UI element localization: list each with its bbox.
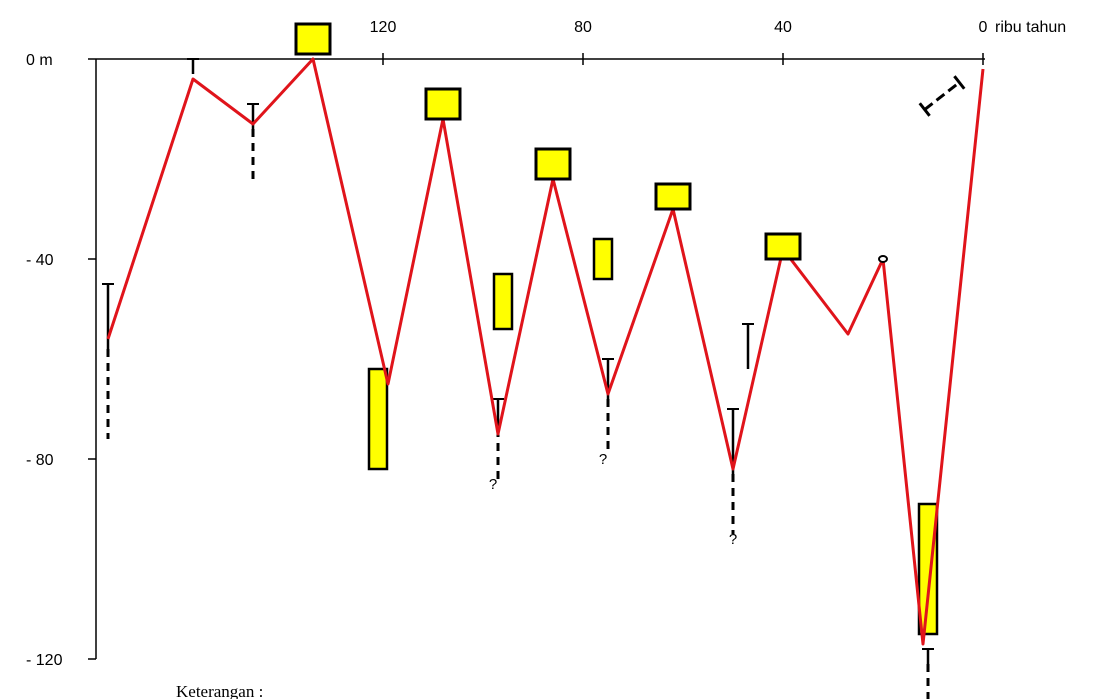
yellow-bar bbox=[592, 237, 614, 281]
yellow-box bbox=[294, 22, 332, 56]
sea-level-line bbox=[106, 57, 985, 646]
legend-title: Keterangan : bbox=[176, 682, 263, 699]
y-tick-label: - 120 bbox=[26, 652, 63, 669]
markers-back-group bbox=[102, 58, 939, 699]
x-tick-label: 40 bbox=[774, 19, 792, 36]
labels-group: 120 80 40 0 ribu tahun 0 m - 40 - 80 - 120??? bbox=[26, 19, 1066, 669]
x-tick-label: 0 bbox=[979, 19, 988, 36]
diagonal-marker-cap bbox=[918, 102, 931, 117]
diagonal-marker bbox=[918, 75, 966, 117]
x-tick-label: 120 bbox=[370, 19, 397, 36]
yellow-box bbox=[654, 182, 692, 211]
diagonal-marker-bar bbox=[923, 81, 961, 111]
y-tick-label: - 40 bbox=[26, 252, 54, 269]
x-axis-unit-label: ribu tahun bbox=[995, 19, 1066, 36]
yellow-box bbox=[764, 232, 802, 261]
x-tick-label: 80 bbox=[574, 19, 592, 36]
y-tick-label: 0 m bbox=[26, 52, 53, 69]
question-mark-label: ? bbox=[599, 451, 607, 468]
series-group bbox=[106, 57, 985, 646]
question-mark-label: ? bbox=[489, 476, 497, 493]
yellow-bar bbox=[492, 272, 514, 331]
question-mark-label: ? bbox=[729, 531, 737, 548]
yellow-bar bbox=[917, 502, 939, 636]
yellow-box bbox=[534, 147, 572, 181]
markers-front-group bbox=[294, 22, 966, 263]
diagonal-marker-cap bbox=[953, 75, 966, 90]
yellow-bar bbox=[367, 367, 389, 471]
yellow-box bbox=[424, 87, 462, 121]
small-circle-marker bbox=[878, 255, 888, 263]
axes-group bbox=[88, 53, 985, 660]
y-tick-label: - 80 bbox=[26, 452, 54, 469]
